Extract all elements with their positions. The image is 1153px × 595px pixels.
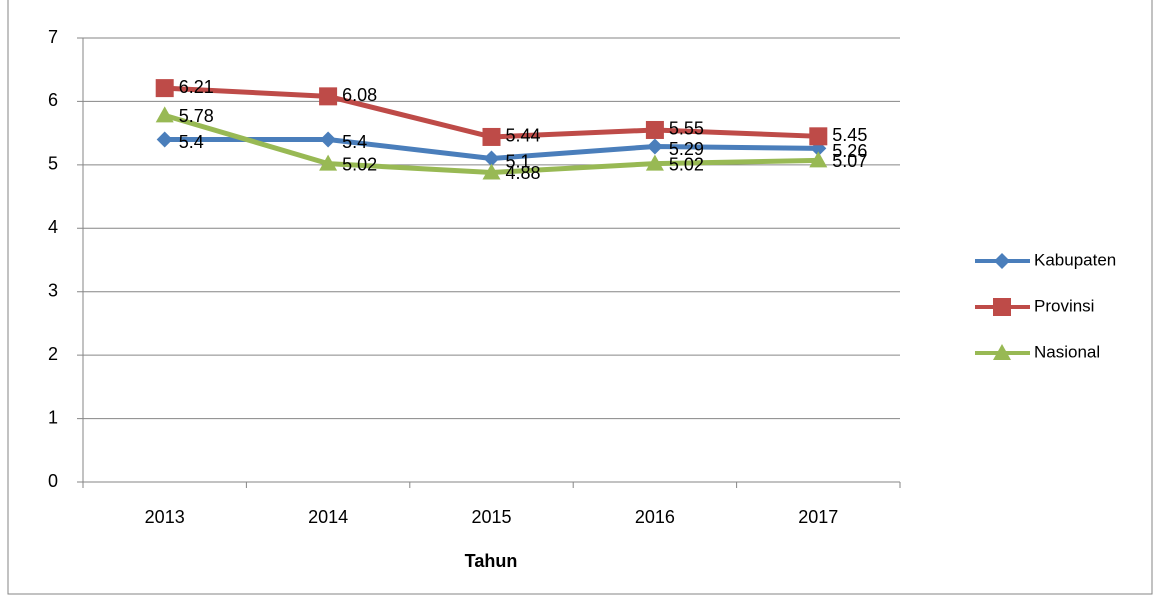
marker — [319, 154, 338, 171]
data-label: 5.1 — [506, 151, 531, 171]
marker — [645, 154, 664, 171]
data-label: 5.29 — [669, 139, 704, 159]
marker — [482, 127, 501, 146]
x-tick-label: 2017 — [798, 507, 838, 527]
x-tick-label: 2016 — [635, 507, 675, 527]
legend-label: Nasional — [1034, 342, 1100, 361]
x-axis-label: Tahun — [465, 551, 518, 571]
marker — [320, 131, 337, 148]
data-label: 5.44 — [506, 126, 541, 146]
marker — [809, 127, 828, 146]
y-tick-label: 0 — [48, 471, 58, 491]
data-label: 5.07 — [832, 151, 867, 171]
marker — [646, 138, 663, 155]
data-label: 5.55 — [669, 119, 704, 139]
y-tick-label: 5 — [48, 154, 58, 174]
data-label: 5.4 — [342, 132, 367, 152]
marker — [993, 298, 1011, 316]
data-label: 5.4 — [179, 132, 204, 152]
y-tick-label: 3 — [48, 280, 58, 300]
legend-label: Kabupaten — [1034, 250, 1116, 269]
x-tick-label: 2013 — [145, 507, 185, 527]
x-tick-label: 2014 — [308, 507, 348, 527]
marker — [155, 79, 174, 98]
marker — [156, 131, 173, 148]
marker — [994, 253, 1010, 269]
marker — [482, 163, 501, 180]
data-label: 5.45 — [832, 125, 867, 145]
data-label: 6.21 — [179, 77, 214, 97]
marker — [645, 120, 664, 139]
data-label: 5.26 — [832, 141, 867, 161]
marker — [993, 344, 1011, 360]
y-tick-label: 6 — [48, 90, 58, 110]
marker — [483, 150, 500, 167]
y-tick-label: 2 — [48, 344, 58, 364]
marker — [319, 87, 338, 106]
marker — [809, 151, 828, 168]
data-label: 5.02 — [669, 154, 704, 174]
x-tick-label: 2015 — [471, 507, 511, 527]
data-label: 5.02 — [342, 154, 377, 174]
data-label: 5.78 — [179, 106, 214, 126]
y-tick-label: 1 — [48, 407, 58, 427]
marker — [155, 106, 174, 123]
chart-border — [7, 0, 1153, 595]
data-label: 4.88 — [506, 163, 541, 183]
data-label: 6.08 — [342, 85, 377, 105]
legend-label: Provinsi — [1034, 296, 1094, 315]
y-tick-label: 7 — [48, 27, 58, 47]
y-tick-label: 4 — [48, 217, 58, 237]
